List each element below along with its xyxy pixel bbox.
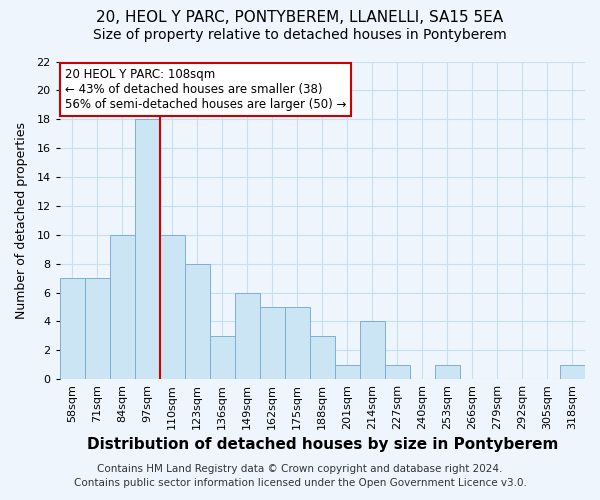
Bar	[59, 278, 85, 379]
Bar	[560, 364, 585, 379]
Bar	[185, 264, 210, 379]
Bar	[160, 235, 185, 379]
Bar	[210, 336, 235, 379]
Bar	[335, 364, 360, 379]
Bar	[134, 120, 160, 379]
Text: Contains HM Land Registry data © Crown copyright and database right 2024.
Contai: Contains HM Land Registry data © Crown c…	[74, 464, 526, 487]
X-axis label: Distribution of detached houses by size in Pontyberem: Distribution of detached houses by size …	[86, 438, 558, 452]
Bar	[260, 307, 285, 379]
Text: 20, HEOL Y PARC, PONTYBEREM, LLANELLI, SA15 5EA: 20, HEOL Y PARC, PONTYBEREM, LLANELLI, S…	[97, 10, 503, 25]
Text: Size of property relative to detached houses in Pontyberem: Size of property relative to detached ho…	[93, 28, 507, 42]
Bar	[385, 364, 410, 379]
Bar	[435, 364, 460, 379]
Bar	[110, 235, 134, 379]
Bar	[285, 307, 310, 379]
Bar	[235, 292, 260, 379]
Y-axis label: Number of detached properties: Number of detached properties	[15, 122, 28, 319]
Bar	[360, 322, 385, 379]
Bar	[310, 336, 335, 379]
Bar	[85, 278, 110, 379]
Text: 20 HEOL Y PARC: 108sqm
← 43% of detached houses are smaller (38)
56% of semi-det: 20 HEOL Y PARC: 108sqm ← 43% of detached…	[65, 68, 346, 111]
